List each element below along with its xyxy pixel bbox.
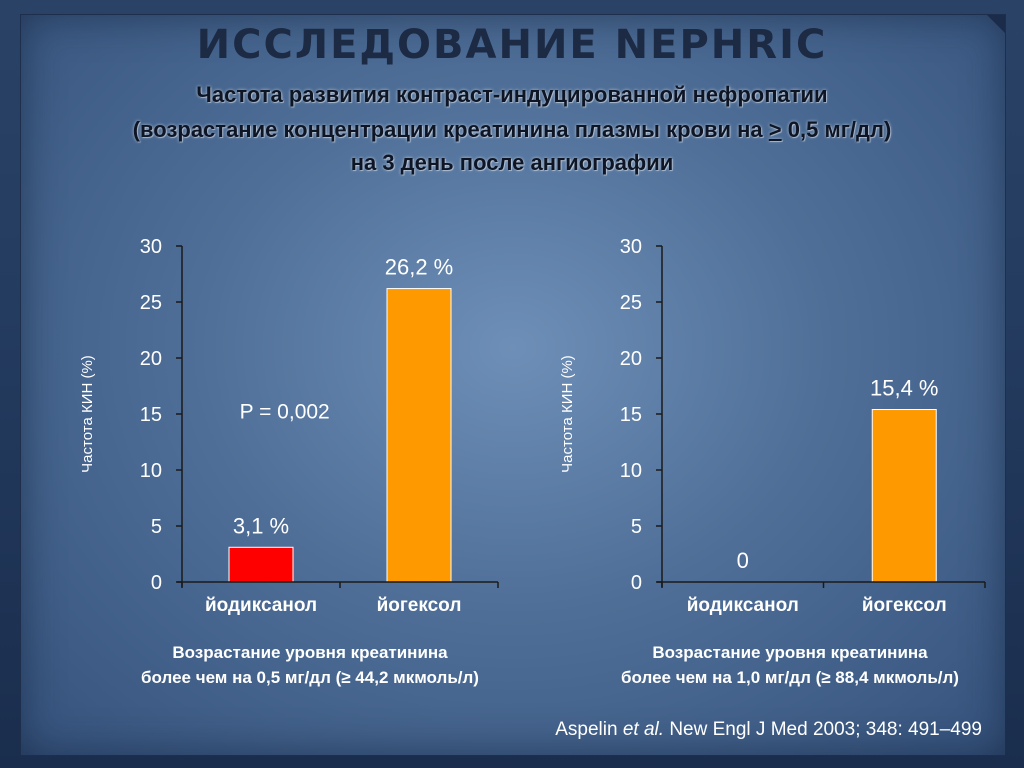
caption-right-line-1: Возрастание уровня креатинина [652,643,928,662]
left-chart-value-label-2: 26,2 % [385,255,454,280]
right-chart-y-tick-label-10: 10 [620,460,642,482]
right-chart-y-tick-label-0: 0 [631,572,642,594]
caption-left: Возрастание уровня креатинина более чем … [80,640,540,690]
caption-left-line-1: Возрастание уровня креатинина [172,643,448,662]
right-chart-y-tick-label-20: 20 [620,348,642,370]
left-chart-y-tick-label-25: 25 [140,292,162,314]
left-chart-y-tick-label-30: 30 [140,236,162,258]
right-chart-y-tick-label-5: 5 [631,516,642,538]
left-chart-y-tick-label-10: 10 [140,460,162,482]
left-chart-y-tick-label-15: 15 [140,404,162,426]
left-chart-y-axis-label: Частота КИН (%) [79,355,96,473]
right-chart-y-tick-label-25: 25 [620,292,642,314]
right-chart-bar-2 [871,409,937,583]
citation-source: New Engl J Med 2003; 348: 491–499 [664,719,982,740]
citation: Aspelin et al. New Engl J Med 2003; 348:… [555,719,982,741]
right-chart-value-label-1: 0 [737,548,749,573]
left-chart-category-label-1: йодиксанол [205,595,317,616]
caption-right: Возрастание уровня креатинина более чем … [560,640,1020,690]
subtitle-line-3: на 3 день после ангиографии [350,150,674,175]
left-chart-category-label-2: йогексол [377,595,462,616]
subtitle-ge-symbol: > [768,117,782,142]
left-chart-y-tick-label-0: 0 [151,572,162,594]
content-panel [20,14,1006,756]
left-chart-bar-2 [386,288,452,583]
right-chart-y-tick-label-15: 15 [620,404,642,426]
left-chart-y-tick-label-5: 5 [151,516,162,538]
caption-left-line-2: более чем на 0,5 мг/дл (≥ 44,2 мкмоль/л) [141,668,479,687]
left-chart-bar-1 [228,546,294,583]
right-chart-value-label-2: 15,4 % [870,376,939,401]
citation-author: Aspelin [555,719,623,740]
subtitle-line-1: Частота развития контраст-индуцированной… [196,82,828,107]
caption-right-line-2: более чем на 1,0 мг/дл (≥ 88,4 мкмоль/л) [621,668,959,687]
right-chart-y-tick-label-30: 30 [620,236,642,258]
panel-corner [987,15,1005,33]
subtitle-line-2: (возрастание концентрации креатинина пла… [0,117,1024,143]
right-chart-category-label-1: йодиксанол [687,595,799,616]
page-title: ИССЛЕДОВАНИЕ NEPHRIC [196,22,828,68]
citation-et-al: et al. [622,719,665,740]
right-chart-category-label-2: йогексол [862,595,947,616]
left-chart-p-value: P = 0,002 [240,400,330,423]
left-chart-value-label-1: 3,1 % [233,513,289,538]
subtitle-line-2-start: (возрастание концентрации креатинина пла… [132,117,769,142]
subtitle-line-2-end: 0,5 мг/дл) [781,117,892,142]
left-chart-y-tick-label-20: 20 [140,348,162,370]
right-chart-y-axis-label: Частота КИН (%) [559,355,576,473]
